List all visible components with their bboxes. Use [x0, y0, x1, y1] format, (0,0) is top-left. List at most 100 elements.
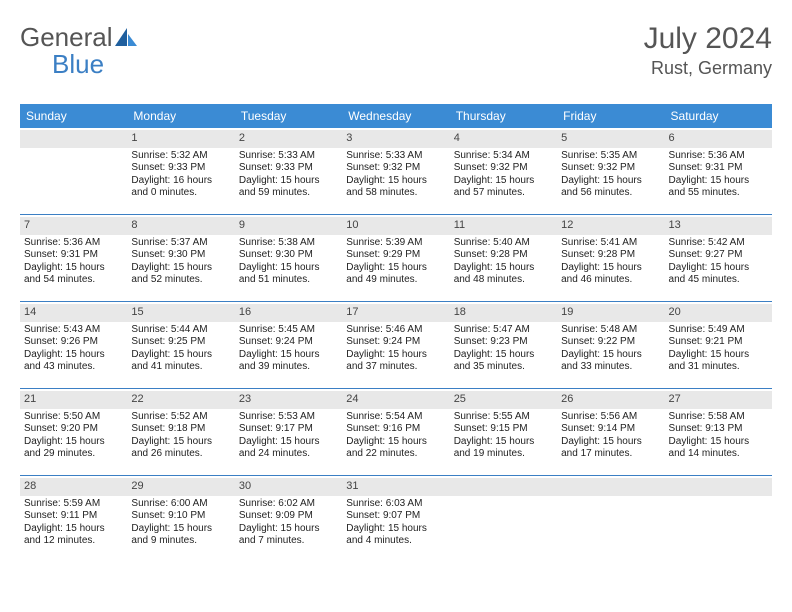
daylight-text: and 57 minutes.: [454, 187, 553, 200]
weekday-header: Monday: [127, 104, 234, 128]
daylight-text: Daylight: 15 hours: [131, 436, 230, 449]
sunrise-text: Sunrise: 5:52 AM: [131, 411, 230, 424]
sunset-text: Sunset: 9:24 PM: [239, 336, 338, 349]
sunset-text: Sunset: 9:30 PM: [239, 249, 338, 262]
day-cell: 25Sunrise: 5:55 AMSunset: 9:15 PMDayligh…: [450, 389, 557, 475]
day-cell: 30Sunrise: 6:02 AMSunset: 9:09 PMDayligh…: [235, 476, 342, 562]
day-cell: 9 Sunrise: 5:38 AMSunset: 9:30 PMDaylight…: [235, 215, 342, 301]
daylight-text: and 45 minutes.: [669, 274, 768, 287]
day-cell: 13Sunrise: 5:42 AMSunset: 9:27 PMDayligh…: [665, 215, 772, 301]
sunrise-text: Sunrise: 6:03 AM: [346, 498, 445, 511]
day-number: 1: [127, 130, 234, 148]
sunset-text: Sunset: 9:22 PM: [561, 336, 660, 349]
day-cell: 23Sunrise: 5:53 AMSunset: 9:17 PMDayligh…: [235, 389, 342, 475]
daylight-text: Daylight: 15 hours: [239, 436, 338, 449]
daylight-text: and 7 minutes.: [239, 535, 338, 548]
daylight-text: Daylight: 15 hours: [454, 175, 553, 188]
day-number: 12: [557, 217, 664, 235]
daylight-text: and 9 minutes.: [131, 535, 230, 548]
day-cell: 15 Sunrise: 5:44 AMSunset: 9:25 PMDayligh…: [127, 302, 234, 388]
daylight-text: and 51 minutes.: [239, 274, 338, 287]
daylight-text: and 37 minutes.: [346, 361, 445, 374]
daylight-text: Daylight: 15 hours: [346, 523, 445, 536]
day-cell: 5Sunrise: 5:35 AMSunset: 9:32 PMDaylight…: [557, 128, 664, 214]
week-row: 1Sunrise: 5:32 AMSunset: 9:33 PMDaylight…: [20, 128, 772, 215]
weekday-header: Tuesday: [235, 104, 342, 128]
daylight-text: and 56 minutes.: [561, 187, 660, 200]
daylight-text: Daylight: 15 hours: [24, 523, 123, 536]
sunrise-text: Sunrise: 5:40 AM: [454, 237, 553, 250]
day-cell: 1Sunrise: 5:32 AMSunset: 9:33 PMDaylight…: [127, 128, 234, 214]
daylight-text: and 29 minutes.: [24, 448, 123, 461]
daylight-text: and 24 minutes.: [239, 448, 338, 461]
daylight-text: Daylight: 15 hours: [346, 262, 445, 275]
day-cell: 10Sunrise: 5:39 AMSunset: 9:29 PMDayligh…: [342, 215, 449, 301]
daylight-text: and 39 minutes.: [239, 361, 338, 374]
sunrise-text: Sunrise: 5:41 AM: [561, 237, 660, 250]
sunrise-text: Sunrise: 5:44 AM: [131, 324, 230, 337]
daylight-text: Daylight: 15 hours: [239, 262, 338, 275]
day-number: 3: [342, 130, 449, 148]
sunrise-text: Sunrise: 5:48 AM: [561, 324, 660, 337]
daylight-text: Daylight: 15 hours: [669, 175, 768, 188]
daylight-text: and 52 minutes.: [131, 274, 230, 287]
day-number: 27: [665, 391, 772, 409]
sunset-text: Sunset: 9:26 PM: [24, 336, 123, 349]
sunset-text: Sunset: 9:18 PM: [131, 423, 230, 436]
day-cell: 27Sunrise: 5:58 AMSunset: 9:13 PMDayligh…: [665, 389, 772, 475]
empty-day: [557, 478, 664, 496]
sunrise-text: Sunrise: 5:59 AM: [24, 498, 123, 511]
day-cell: 18Sunrise: 5:47 AMSunset: 9:23 PMDayligh…: [450, 302, 557, 388]
weeks-container: 1Sunrise: 5:32 AMSunset: 9:33 PMDaylight…: [20, 128, 772, 562]
sunrise-text: Sunrise: 5:47 AM: [454, 324, 553, 337]
day-number: 6: [665, 130, 772, 148]
day-number: 16: [235, 304, 342, 322]
week-row: 28Sunrise: 5:59 AMSunset: 9:11 PMDayligh…: [20, 476, 772, 562]
sunrise-text: Sunrise: 5:43 AM: [24, 324, 123, 337]
sunset-text: Sunset: 9:16 PM: [346, 423, 445, 436]
day-cell: 8Sunrise: 5:37 AMSunset: 9:30 PMDaylight…: [127, 215, 234, 301]
day-number: 11: [450, 217, 557, 235]
daylight-text: and 59 minutes.: [239, 187, 338, 200]
day-number: 9: [235, 217, 342, 235]
day-number: 25: [450, 391, 557, 409]
sunset-text: Sunset: 9:15 PM: [454, 423, 553, 436]
daylight-text: Daylight: 15 hours: [561, 349, 660, 362]
sunrise-text: Sunrise: 5:54 AM: [346, 411, 445, 424]
sunset-text: Sunset: 9:31 PM: [669, 162, 768, 175]
day-cell: 20Sunrise: 5:49 AMSunset: 9:21 PMDayligh…: [665, 302, 772, 388]
sunrise-text: Sunrise: 5:36 AM: [24, 237, 123, 250]
day-cell: 28Sunrise: 5:59 AMSunset: 9:11 PMDayligh…: [20, 476, 127, 562]
sunrise-text: Sunrise: 5:34 AM: [454, 150, 553, 163]
sunset-text: Sunset: 9:32 PM: [561, 162, 660, 175]
sunrise-text: Sunrise: 5:38 AM: [239, 237, 338, 250]
daylight-text: Daylight: 15 hours: [561, 436, 660, 449]
daylight-text: Daylight: 15 hours: [239, 349, 338, 362]
sunrise-text: Sunrise: 6:00 AM: [131, 498, 230, 511]
day-cell: [450, 476, 557, 562]
sunset-text: Sunset: 9:27 PM: [669, 249, 768, 262]
day-number: 15: [127, 304, 234, 322]
day-number: 2: [235, 130, 342, 148]
sunset-text: Sunset: 9:25 PM: [131, 336, 230, 349]
daylight-text: Daylight: 15 hours: [131, 349, 230, 362]
daylight-text: and 4 minutes.: [346, 535, 445, 548]
weekday-header: Thursday: [450, 104, 557, 128]
daylight-text: and 55 minutes.: [669, 187, 768, 200]
daylight-text: and 49 minutes.: [346, 274, 445, 287]
week-row: 21Sunrise: 5:50 AMSunset: 9:20 PMDayligh…: [20, 389, 772, 476]
sunrise-text: Sunrise: 5:39 AM: [346, 237, 445, 250]
day-number: 26: [557, 391, 664, 409]
daylight-text: and 43 minutes.: [24, 361, 123, 374]
day-number: 23: [235, 391, 342, 409]
week-row: 14 Sunrise: 5:43 AMSunset: 9:26 PM Dayligh…: [20, 302, 772, 389]
day-number: 17: [342, 304, 449, 322]
sunrise-text: Sunrise: 5:42 AM: [669, 237, 768, 250]
day-number: 14: [20, 304, 127, 322]
sunrise-text: Sunrise: 5:35 AM: [561, 150, 660, 163]
day-cell: 16Sunrise: 5:45 AMSunset: 9:24 PMDayligh…: [235, 302, 342, 388]
daylight-text: and 0 minutes.: [131, 187, 230, 200]
daylight-text: Daylight: 15 hours: [454, 436, 553, 449]
daylight-text: and 41 minutes.: [131, 361, 230, 374]
empty-day: [665, 478, 772, 496]
